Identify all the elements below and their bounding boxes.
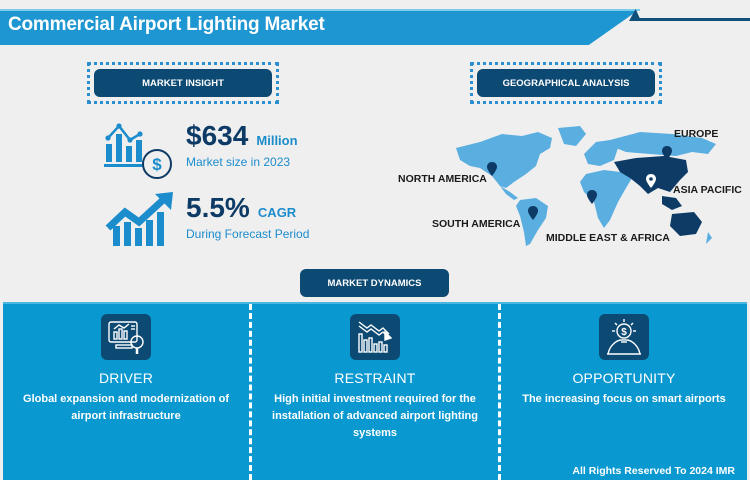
title-highlight-line [0, 9, 640, 11]
declining-chart-icon [350, 314, 400, 360]
world-map [440, 122, 720, 250]
svg-text:$: $ [621, 327, 627, 338]
region-label-europe: EUROPE [674, 128, 719, 140]
growth-arrow-icon [105, 192, 177, 251]
cagr-value: 5.5% [186, 192, 250, 223]
driver-text: Global expansion and modernization of ai… [23, 393, 229, 422]
region-label-middle-east-africa: MIDDLE EAST & AFRICA [546, 232, 670, 244]
market-insight-label: MARKET INSIGHT [94, 69, 272, 97]
cagr-caption: During Forecast Period [186, 227, 310, 241]
region-middle-east-africa [580, 170, 632, 228]
bar-chart-dollar-icon: $ [102, 122, 178, 184]
region-label-asia-pacific: ASIA PACIFIC [673, 184, 742, 196]
pin-asia-pacific-icon [646, 174, 656, 188]
restraint-panel: RESTRAINT High initial investment requir… [249, 304, 498, 480]
market-size-unit: Million [256, 133, 298, 148]
page-title: Commercial Airport Lighting Market [8, 14, 325, 35]
market-size-caption: Market size in 2023 [186, 155, 291, 169]
lightbulb-dollar-icon: $ [599, 314, 649, 360]
copyright-text: All Rights Reserved To 2024 IMR [572, 465, 735, 477]
opportunity-heading: OPPORTUNITY [572, 370, 676, 386]
region-label-south-america: SOUTH AMERICA [432, 218, 521, 230]
market-size-stat: $634 Million Market size in 2023 [186, 120, 298, 169]
title-banner [0, 9, 640, 45]
driver-heading: DRIVER [98, 370, 154, 386]
cagr-unit: CAGR [257, 205, 297, 220]
pin-middle-east-africa-icon [587, 190, 597, 204]
svg-text:$: $ [152, 155, 162, 174]
pin-europe-icon [662, 146, 672, 160]
region-north-america [456, 132, 552, 188]
geographical-analysis-label: GEOGRAPHICAL ANALYSIS [477, 69, 655, 97]
region-south-america [516, 198, 548, 246]
restraint-heading: RESTRAINT [334, 370, 416, 386]
monitor-analytics-icon [101, 314, 151, 360]
driver-panel: DRIVER Global expansion and modernizatio… [3, 304, 249, 480]
title-rule-line [637, 18, 750, 21]
pin-south-america-icon [528, 206, 538, 220]
opportunity-panel: $ OPPORTUNITY The increasing focus on sm… [498, 304, 747, 480]
region-europe [584, 140, 618, 166]
title-bar: Commercial Airport Lighting Market [0, 9, 750, 45]
pin-north-america-icon [487, 162, 497, 176]
geographical-analysis-label-frame: GEOGRAPHICAL ANALYSIS [470, 62, 662, 104]
cagr-stat: 5.5% CAGR During Forecast Period [186, 192, 309, 241]
region-label-north-america: NORTH AMERICA [398, 173, 487, 185]
market-dynamics-label: MARKET DYNAMICS [300, 269, 449, 297]
market-size-value: $634 [186, 120, 249, 151]
restraint-text: High initial investment required for the… [272, 393, 478, 439]
market-dynamics-panels: DRIVER Global expansion and modernizatio… [3, 302, 747, 480]
market-insight-label-frame: MARKET INSIGHT [87, 62, 279, 104]
opportunity-text: The increasing focus on smart airports [522, 393, 726, 405]
